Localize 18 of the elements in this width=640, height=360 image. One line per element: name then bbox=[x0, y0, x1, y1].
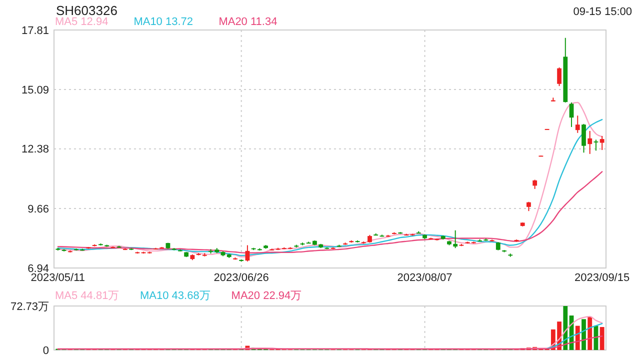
y-tick-label: 15.09 bbox=[21, 84, 49, 96]
y-tick-label: 72.73万 bbox=[10, 300, 49, 313]
text: 09-15 15:00 bbox=[573, 6, 632, 18]
text: MA10 13.72 bbox=[134, 16, 194, 28]
x-tick-label: 2023/05/11 bbox=[30, 272, 86, 284]
x-tick-label: 2023/09/15 bbox=[574, 272, 630, 284]
y-tick-label: 9.66 bbox=[28, 203, 49, 216]
text: MA5 12.94 bbox=[55, 16, 108, 28]
x-tick-label: 2023/08/07 bbox=[397, 272, 452, 284]
y-tick-label: 0 bbox=[42, 344, 49, 357]
text: MA20 11.34 bbox=[218, 16, 278, 28]
y-tick-label: 12.38 bbox=[21, 144, 49, 156]
chart-title: SH603326 bbox=[56, 3, 118, 18]
x-tick-label: 2023/06/26 bbox=[214, 272, 269, 284]
text: MA10 43.68万 bbox=[140, 290, 210, 302]
text: MA20 22.94万 bbox=[231, 290, 302, 302]
text: MA5 44.81万 bbox=[55, 290, 120, 302]
y-tick-label: 17.81 bbox=[21, 24, 49, 37]
